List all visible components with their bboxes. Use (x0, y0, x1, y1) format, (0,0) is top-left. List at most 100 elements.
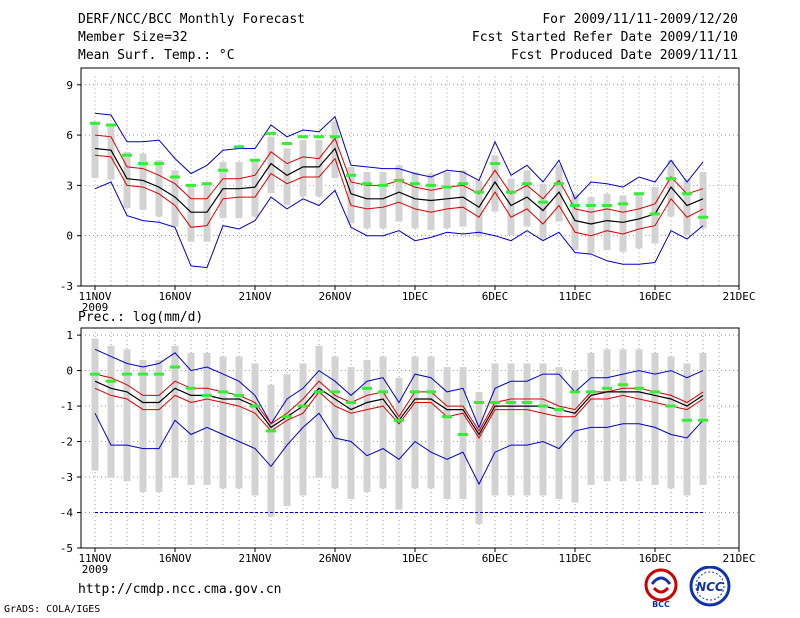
median-marker (298, 404, 308, 408)
x-tick-label: 21NOV (238, 290, 271, 303)
website-url[interactable]: http://cmdp.ncc.cma.gov.cn (78, 582, 282, 597)
median-marker (234, 393, 244, 397)
median-marker (634, 386, 644, 390)
forecast-start-date: Fcst Started Refer Date 2009/11/10 (471, 30, 738, 45)
y-tick-label: 1 (66, 329, 73, 342)
y-tick-label: 0 (66, 230, 73, 243)
quartile-box (667, 356, 675, 489)
median-marker (314, 135, 324, 139)
quartile-box (363, 171, 371, 229)
quartile-box (299, 140, 307, 197)
x-tick-label: 6DEC (482, 290, 509, 303)
grads-credit: GrADS: COLA/IGES (4, 604, 101, 615)
median-marker (474, 401, 484, 405)
quartile-box (283, 148, 291, 205)
median-marker (394, 418, 404, 422)
median-marker (538, 200, 548, 204)
median-marker (202, 182, 212, 186)
x-year-label: 2009 (82, 563, 109, 576)
x-tick-label: 11NOV (78, 552, 111, 565)
ncc-logo-text: NCC (696, 580, 724, 594)
median-marker (522, 401, 532, 405)
quartile-box (587, 352, 595, 485)
quartile-box (619, 349, 627, 482)
quartile-box (411, 171, 419, 229)
median-marker (698, 215, 708, 219)
x-tick-label: 16DEC (638, 290, 671, 303)
quartile-box (539, 183, 547, 241)
member-size: Member Size=32 (78, 30, 188, 45)
quartile-box (507, 363, 515, 496)
median-marker (330, 390, 340, 394)
quartile-box (667, 160, 675, 217)
quartile-box (491, 155, 499, 212)
quartile-box (491, 363, 499, 496)
median-marker (346, 173, 356, 177)
quartile-box (635, 349, 643, 482)
y-tick-label: 9 (66, 79, 73, 92)
quartile-box (171, 170, 179, 227)
median-marker (490, 401, 500, 405)
quartile-box (203, 352, 211, 485)
quartile-box (283, 374, 291, 507)
quartile-box (251, 160, 259, 217)
median-marker (154, 162, 164, 166)
quartile-box (587, 197, 595, 254)
y-tick-label: -5 (60, 542, 73, 555)
x-tick-label: 21DEC (722, 290, 755, 303)
x-tick-label: 16NOV (158, 552, 191, 565)
series-mean-minus-sd (94, 154, 704, 237)
quartile-box (267, 384, 275, 517)
median-marker (666, 404, 676, 408)
quartile-box (427, 356, 435, 489)
median-marker (618, 202, 628, 206)
quartile-box (123, 151, 131, 209)
quartile-box (91, 121, 99, 179)
x-tick-label: 16NOV (158, 290, 191, 303)
precipitation-panel: -5 -4 -3 -2 -1 0 1 11NOV 16NOV 21NOV 26NOV 1DEC 6DEC… (60, 327, 756, 576)
median-marker (458, 432, 468, 436)
forecast-produced-date: Fcst Produced Date 2009/11/11 (511, 48, 738, 63)
quartile-box (379, 171, 387, 229)
quartile-box (507, 178, 515, 236)
median-marker (394, 178, 404, 182)
quartile-box (619, 195, 627, 252)
median-marker (282, 141, 292, 145)
median-marker (650, 212, 660, 216)
bcc-logo-icon: BCC (644, 568, 678, 609)
x-tick-label: 26NOV (318, 290, 351, 303)
quartile-box (107, 345, 115, 478)
quartile-box (299, 363, 307, 496)
median-marker (410, 390, 420, 394)
quartile-box (155, 359, 163, 492)
median-marker (602, 204, 612, 208)
x-tick-label: 11NOV (78, 290, 111, 303)
median-marker (330, 135, 340, 139)
bcc-logo-text: BCC (652, 600, 670, 609)
x-tick-label: 1DEC (402, 290, 429, 303)
logos: BCC NCC (644, 566, 731, 609)
median-marker (442, 415, 452, 419)
quartile-box (363, 359, 371, 492)
quartile-box (315, 140, 323, 197)
median-marker (170, 175, 180, 179)
median-marker (154, 372, 164, 376)
quartile-box (187, 185, 195, 242)
quartile-box (139, 153, 147, 210)
median-marker (90, 121, 100, 125)
quartile-box (571, 370, 579, 503)
median-marker (490, 162, 500, 166)
median-marker (122, 372, 132, 376)
median-marker (602, 386, 612, 390)
quartile-box (235, 161, 243, 219)
median-marker (106, 123, 116, 127)
series-min (94, 412, 704, 486)
quartile-box (683, 363, 691, 496)
quartile-box (347, 367, 355, 500)
median-marker (346, 401, 356, 405)
quartile-box (155, 160, 163, 217)
y-tick-label: 0 (66, 365, 73, 378)
x-tick-label: 1DEC (402, 552, 429, 565)
quartile-box (315, 345, 323, 478)
median-marker (186, 183, 196, 187)
